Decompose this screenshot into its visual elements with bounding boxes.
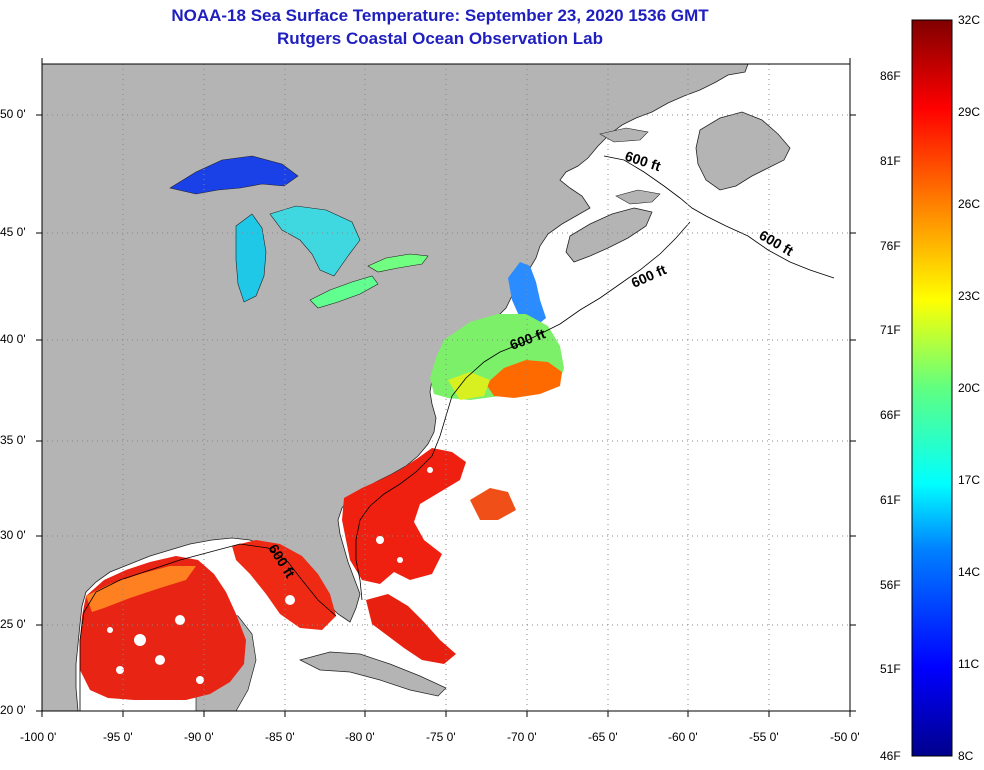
map-subtitle: Rutgers Coastal Ocean Observation Lab [277, 29, 603, 48]
lon-label-95: -95 0' [103, 730, 133, 744]
lat-label-40: 40 0' [0, 332, 26, 346]
land-nova-scotia [565, 207, 653, 263]
lon-label-70: -70 0' [507, 730, 537, 744]
tick-marks [36, 58, 856, 717]
lat-label-50: 50 0' [0, 107, 26, 121]
lat-label-35: 35 0' [0, 433, 26, 447]
colorbar-f-51: 51F [880, 662, 901, 676]
colorbar-f-86: 86F [880, 69, 901, 83]
colorbar-f-66: 66F [880, 408, 901, 422]
land-newfoundland [695, 111, 791, 191]
lat-label-30: 30 0' [0, 528, 26, 542]
land-anticosti [599, 127, 649, 143]
colorbar-f-61: 61F [880, 493, 901, 507]
isobath-600ft [79, 155, 835, 711]
lon-label-90: -90 0' [184, 730, 214, 744]
colorbar-c-14: 14C [958, 565, 981, 579]
colorbar-f-81: 81F [880, 154, 901, 168]
colorbar-f-46: 46F [880, 749, 901, 763]
lake-huron [269, 205, 361, 277]
land-north-america [42, 64, 749, 711]
colorbar-c-23: 23C [958, 289, 981, 303]
lon-label-65: -65 0' [588, 730, 618, 744]
sst-gulf-of-mexico-east [232, 540, 336, 630]
colorbar-c-32: 32C [958, 13, 981, 27]
lake-michigan [235, 213, 267, 303]
sst-south-atlantic-bight [342, 448, 466, 584]
lon-label-75: -75 0' [426, 730, 456, 744]
colorbar-c-29: 29C [958, 105, 981, 119]
colorbar-c-17: 17C [958, 473, 981, 487]
sst-gulf-shelf-orange [86, 566, 196, 612]
lon-label-50: -50 0' [830, 730, 860, 744]
sst-gulf-stream-warm [486, 360, 562, 398]
land-pei [615, 189, 661, 205]
colorbar-c-8: 8C [958, 749, 974, 763]
sst-offshore-patches [470, 488, 516, 520]
map-title: NOAA-18 Sea Surface Temperature: Septemb… [171, 6, 709, 25]
colorbar-f-71: 71F [880, 323, 901, 337]
colorbar-c-20: 20C [958, 381, 981, 395]
lon-label-80: -80 0' [345, 730, 375, 744]
lon-label-85: -85 0' [265, 730, 295, 744]
colorbar-c-11: 11C [958, 657, 980, 671]
colorbar-f-56: 56F [880, 578, 901, 592]
lat-label-45: 45 0' [0, 225, 26, 239]
cloud-speckles [107, 467, 433, 684]
lon-label-100: -100 0' [20, 730, 57, 744]
colorbar-f-76: 76F [880, 239, 901, 253]
lat-label-25: 25 0' [0, 617, 26, 631]
lake-erie [309, 275, 379, 309]
sst-bahamas [366, 594, 456, 664]
lake-superior [169, 155, 299, 195]
lat-label-20: 20 0' [0, 703, 26, 717]
lake-ontario [367, 253, 429, 273]
sst-shelf-yellow [448, 372, 490, 400]
colorbar-c-26: 26C [958, 197, 981, 211]
land-cuba [299, 651, 447, 697]
lon-label-55: -55 0' [749, 730, 779, 744]
colorbar [911, 19, 953, 757]
lon-label-60: -60 0' [668, 730, 698, 744]
